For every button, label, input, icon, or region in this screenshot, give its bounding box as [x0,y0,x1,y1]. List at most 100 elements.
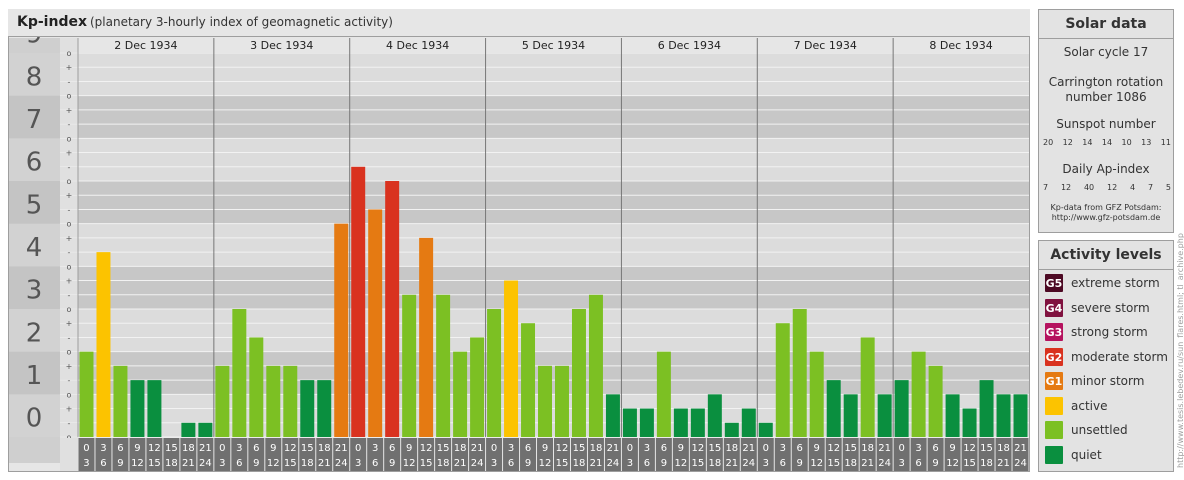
interval-start-label: 21 [471,443,484,454]
interval-end-label: 9 [525,458,531,469]
y-minor-tick-label: o [67,220,72,229]
ap-value: 40 [1083,183,1095,192]
interval-box [978,438,995,471]
interval-start-label: 6 [525,443,531,454]
y-minor-tick-label: + [66,149,73,158]
interval-start-label: 3 [508,443,514,454]
interval-box [469,438,486,471]
ap-value: 7 [1147,183,1154,192]
interval-start-label: 6 [932,443,938,454]
y-minor-tick-label: o [67,305,72,314]
level-item: G2 moderate storm [1045,347,1169,368]
interval-start-label: 15 [573,443,586,454]
interval-end-label: 15 [827,458,840,469]
kp-bar [639,408,654,437]
interval-box [180,438,197,471]
level-swatch [1045,396,1063,415]
source-link[interactable]: http://www.gfz-potsdam.de [1051,213,1161,222]
interval-end-label: 21 [725,458,738,469]
interval-box [384,438,401,471]
interval-start-label: 3 [915,443,921,454]
level-swatch: G1 [1045,372,1063,390]
y-tick-label: 6 [26,148,43,178]
interval-box [129,438,146,471]
y-minor-tick-label: - [68,376,71,385]
interval-end-label: 3 [219,458,225,469]
interval-box [299,438,316,471]
interval-start-label: 21 [1014,443,1027,454]
interval-box [842,438,859,471]
interval-end-label: 21 [454,458,467,469]
y-minor-tick-label: - [68,163,71,172]
interval-start-label: 15 [980,443,993,454]
interval-end-label: 24 [607,458,620,469]
interval-box [961,438,978,471]
kp-bar [792,309,807,437]
kp-bar [622,408,637,437]
y-band-label-bg [9,181,60,224]
interval-box [282,438,299,471]
interval-end-label: 6 [100,458,106,469]
interval-start-label: 18 [454,443,467,454]
minor-tick-column [60,38,78,463]
kp-bar [283,365,298,437]
kp-bar [487,309,502,437]
interval-end-label: 9 [661,458,667,469]
ap-value: 12 [1107,183,1118,192]
y-band-label-bg [9,394,60,437]
interval-box [78,438,95,471]
sunspot-values: 20 12 14 14 10 13 11 [1043,138,1171,147]
kp-bar [521,323,536,437]
y-band-label-bg [9,53,60,96]
interval-end-label: 18 [980,458,993,469]
level-item: G4 severe storm [1045,298,1169,319]
ap-value: 12 [1060,183,1072,192]
interval-end-label: 24 [335,458,348,469]
interval-start-label: 0 [763,443,769,454]
interval-end-label: 24 [878,458,891,469]
plot-band [78,266,1029,309]
kp-bar [198,422,213,437]
plot-band [78,223,1029,267]
plot-band [78,138,1029,181]
interval-end-label: 21 [182,458,195,469]
interval-start-label: 6 [389,443,395,454]
interval-end-label: 12 [267,458,280,469]
interval-end-label: 24 [199,458,212,469]
solar-panel-divider [1039,38,1173,39]
interval-box [706,438,723,471]
kp-bar [300,380,315,437]
sunspot-value: 14 [1101,138,1113,147]
interval-box [757,438,774,471]
interval-start-label: 6 [797,443,803,454]
levels-panel-divider [1039,269,1173,270]
y-minor-tick-label: o [67,134,72,143]
interval-box [316,438,333,471]
day-label: 8 Dec 1934 [929,39,992,52]
kp-bar [911,351,926,437]
interval-end-label: 21 [861,458,874,469]
kp-bar [809,351,824,437]
level-label: moderate storm [1071,349,1168,364]
interval-start-label: 9 [814,443,820,454]
kp-bar [724,422,739,437]
kp-bar [385,181,400,437]
ap-value: 5 [1165,183,1171,192]
interval-box [214,438,231,471]
carrington-line-1: Carrington rotation [1048,75,1164,89]
interval-start-label: 3 [236,443,242,454]
level-label: active [1071,398,1108,413]
interval-box [95,438,112,471]
level-code: G3 [1045,326,1063,339]
interval-start-label: 18 [318,443,331,454]
interval-end-label: 12 [131,458,144,469]
chart-title: Kp-index [17,14,87,30]
interval-start-label: 0 [627,443,633,454]
interval-start-label: 6 [661,443,667,454]
watermark: http://www.tesis.lebedev.ru/sun_flares.h… [1176,233,1184,468]
interval-box [655,438,672,471]
interval-start-label: 21 [878,443,891,454]
interval-start-label: 6 [117,443,123,454]
kp-bar [877,394,892,437]
interval-box [503,438,520,471]
